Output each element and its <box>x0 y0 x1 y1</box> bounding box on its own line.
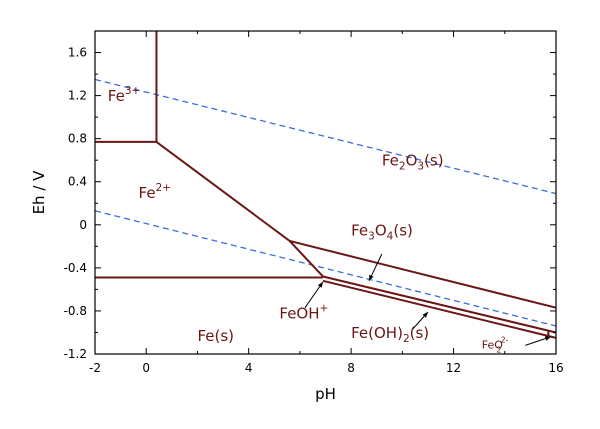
label-arrow-1 <box>368 253 383 282</box>
y-tick: -0.8 <box>64 304 556 318</box>
y-tick: -0.4 <box>64 261 556 275</box>
region-fe3o4-part-0: Fe <box>351 222 368 240</box>
y-tick-label: 0 <box>79 218 87 232</box>
y-tick-label: -1.2 <box>64 347 87 361</box>
region-label-feoh2: Fe(OH)2(s) <box>351 324 429 345</box>
x-tick-label: 8 <box>347 361 355 375</box>
y-tick-label: -0.4 <box>64 261 87 275</box>
region-label-fe2: Fe2+ <box>139 182 172 202</box>
boundary-line-6 <box>322 275 557 334</box>
region-fe2o3-part-4: (s) <box>424 152 444 170</box>
boundary-line-7 <box>322 279 557 339</box>
water-line-1 <box>94 78 557 195</box>
region-fe2-part-1: 2+ <box>156 182 171 194</box>
x-tick-label: 0 <box>142 361 150 375</box>
x-tick: 16 <box>548 31 564 375</box>
region-feo2-charge: 2- <box>501 336 509 345</box>
boundary-line-5 <box>289 239 557 309</box>
x-tick-label: 16 <box>548 361 563 375</box>
region-feoh2-part-0: Fe(OH) <box>351 324 403 342</box>
region-label-fes: Fe(s) <box>197 327 234 345</box>
region-feo2-part-0: FeO <box>482 339 503 352</box>
water-stability-lines <box>94 78 557 327</box>
y-tick-label: -0.8 <box>64 304 87 318</box>
region-labels: Fe3+Fe2+Fe2O3(s)Fe3O4(s)FeOH+Fe(OH)2(s)F… <box>108 85 509 355</box>
x-tick: 4 <box>245 31 253 375</box>
x-tick-label: -2 <box>89 361 101 375</box>
region-fe2o3-part-3: 3 <box>417 161 424 173</box>
y-tick: 1.2 <box>68 89 556 103</box>
x-tick: 0 <box>142 31 150 375</box>
x-tick-label: 4 <box>245 361 253 375</box>
y-tick: 0.8 <box>68 132 556 146</box>
y-tick-label: 0.8 <box>68 132 87 146</box>
x-axis-ticks: -2 0 4 8 12 16 <box>89 31 564 375</box>
region-feoh-part-0: FeOH <box>279 304 319 322</box>
label-arrow-2 <box>304 281 324 308</box>
region-feoh-part-1: + <box>320 302 329 314</box>
region-label-feo2: FeO22-2 <box>482 336 509 355</box>
y-tick-label: 1.2 <box>68 89 87 103</box>
region-fe3o4-part-2: O <box>375 222 387 240</box>
y-tick: 1.6 <box>68 46 556 60</box>
region-fe2o3-part-1: 2 <box>399 161 406 173</box>
region-fe3o4-part-4: (s) <box>393 222 413 240</box>
water-line-2 <box>94 210 557 327</box>
x-tick-label: 12 <box>446 361 461 375</box>
y-tick-label: 1.6 <box>68 46 87 60</box>
region-label-feoh: FeOH+ <box>279 302 328 322</box>
region-fe2o3-part-0: Fe <box>382 152 399 170</box>
x-tick: 8 <box>347 31 355 375</box>
region-fe3o4-part-3: 4 <box>387 231 394 243</box>
x-tick: 12 <box>446 31 461 375</box>
region-feoh2-part-2: (s) <box>410 324 430 342</box>
x-axis-label: pH <box>315 385 336 403</box>
region-feoh2-part-1: 2 <box>403 333 410 345</box>
region-fes-part-0: Fe(s) <box>197 327 234 345</box>
y-tick: -1.2 <box>64 347 556 361</box>
region-label-fe2o3: Fe2O3(s) <box>382 152 444 173</box>
region-fe3-part-1: 3+ <box>125 85 140 97</box>
region-fe3-part-0: Fe <box>108 87 125 105</box>
y-tick-label: 0.4 <box>68 175 87 189</box>
region-label-fe3o4: Fe3O4(s) <box>351 222 413 243</box>
boundary-line-3 <box>155 141 324 278</box>
region-fe2-part-0: Fe <box>139 184 156 202</box>
region-fe3o4-part-1: 3 <box>368 231 375 243</box>
x-tick: -2 <box>89 31 101 375</box>
region-fe2o3-part-2: O <box>406 152 418 170</box>
label-arrow-4 <box>525 336 552 346</box>
region-label-fe3: Fe3+ <box>108 85 141 105</box>
label-arrow-3 <box>412 311 429 330</box>
y-axis-label: Eh / V <box>30 170 48 215</box>
phase-boundaries <box>95 31 557 339</box>
y-axis-ticks: 1.6 1.2 0.8 0.4 0 -0.4 -0.8 -1.2 <box>64 46 556 361</box>
y-tick: 0 <box>79 218 556 232</box>
y-tick: 0.4 <box>68 175 556 189</box>
plot-frame <box>94 30 557 355</box>
label-arrows <box>304 253 552 346</box>
